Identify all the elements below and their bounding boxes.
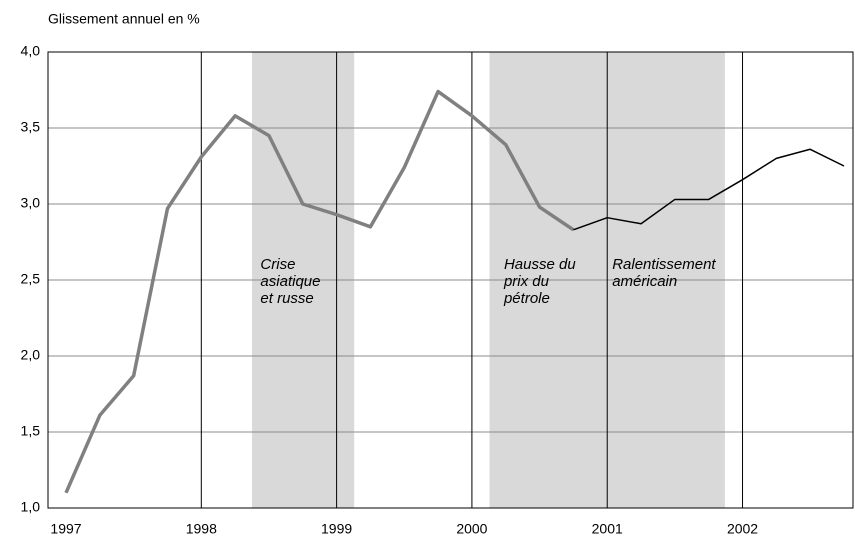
- annotation: Crise: [260, 256, 295, 273]
- y-tick-label: 1,0: [21, 499, 41, 515]
- annotation: américain: [612, 273, 677, 290]
- y-axis-label: Glissement annuel en %: [48, 11, 200, 27]
- y-tick-label: 3,5: [21, 119, 41, 135]
- x-tick-label: 1997: [50, 521, 81, 537]
- x-tick-label: 2000: [456, 521, 487, 537]
- x-tick-label: 2002: [727, 521, 758, 537]
- annotation: Hausse du: [504, 256, 576, 273]
- annotation: pétrole: [503, 290, 550, 307]
- annotation: prix du: [503, 273, 550, 290]
- annotation: et russe: [260, 290, 313, 307]
- x-tick-label: 1998: [186, 521, 217, 537]
- y-tick-label: 1,5: [21, 423, 41, 439]
- annotation: Ralentissement: [612, 256, 716, 273]
- y-tick-label: 2,5: [21, 271, 41, 287]
- y-tick-label: 3,0: [21, 195, 41, 211]
- annotation: asiatique: [260, 273, 320, 290]
- line-series: [573, 148, 845, 231]
- plot-frame: [47, 51, 854, 509]
- x-tick-label: 1999: [321, 521, 352, 537]
- y-tick-label: 4,0: [21, 43, 41, 59]
- x-tick-label: 2001: [592, 521, 623, 537]
- line-series: [64, 89, 575, 494]
- y-tick-label: 2,0: [21, 347, 41, 363]
